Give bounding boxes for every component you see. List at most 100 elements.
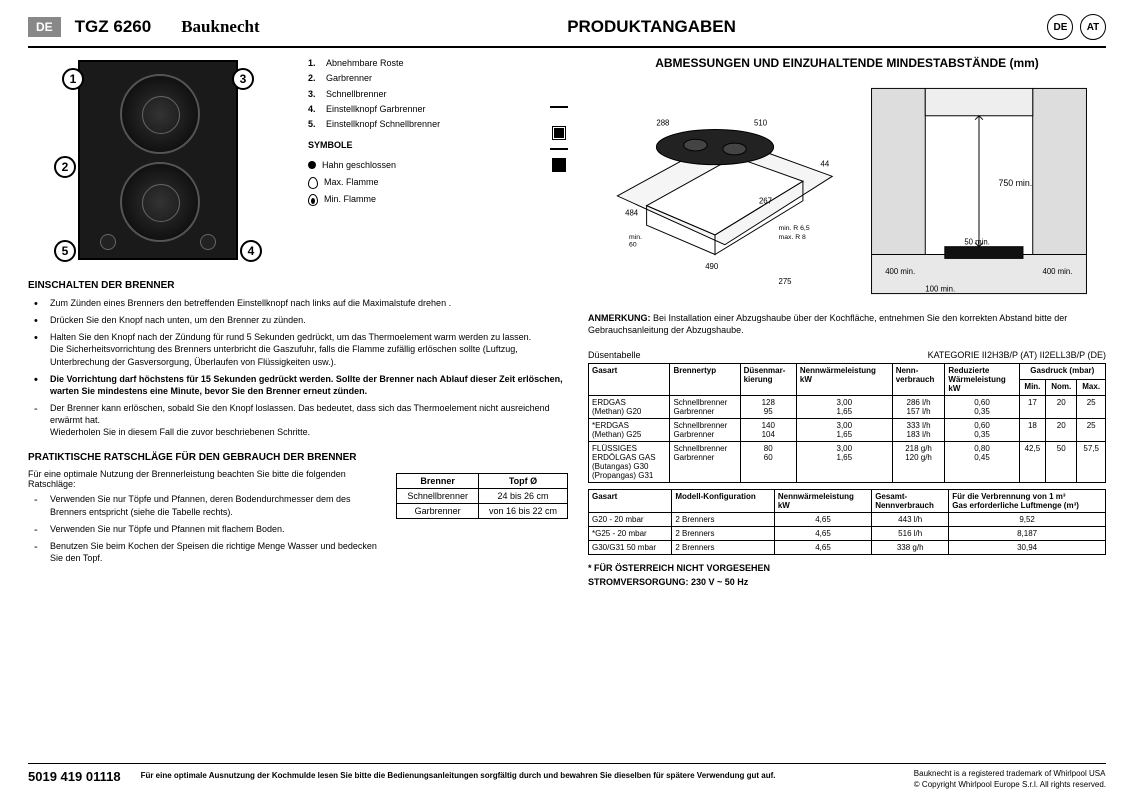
- country-box: DE: [28, 17, 61, 37]
- svg-text:max. R 8: max. R 8: [779, 234, 807, 241]
- dimensions-heading: ABMESSUNGEN UND EINZUHALTENDE MINDESTABS…: [588, 56, 1106, 70]
- svg-text:267: 267: [759, 197, 772, 206]
- note-text: Bei Installation einer Abzugshaube über …: [588, 313, 1067, 335]
- svg-text:100 min.: 100 min.: [925, 285, 955, 294]
- advice-item: Verwenden Sie nur Töpfe und Pfannen, der…: [28, 493, 382, 517]
- th: Düsenmar- kierung: [740, 364, 796, 396]
- svg-text:275: 275: [779, 277, 793, 286]
- footer-center: Für eine optimale Ausnutzung der Kochmul…: [141, 769, 894, 780]
- svg-text:400 min.: 400 min.: [885, 267, 915, 276]
- table-row: ERDGAS (Methan) G20 Schnellbrenner Garbr…: [589, 396, 1106, 419]
- table-head: Brenner: [397, 474, 479, 489]
- symbol-label: Max. Flamme: [324, 175, 379, 190]
- legend-text: Einstellknopf Garbrenner: [326, 104, 426, 114]
- advice-heading: PRATIKTISCHE RATSCHLÄGE FÜR DEN GEBRAUCH…: [28, 452, 568, 463]
- closed-icon: [308, 161, 316, 169]
- svg-text:750 min.: 750 min.: [999, 178, 1033, 188]
- th: Min.: [1019, 380, 1046, 396]
- config-table: Gasart Modell-Konfiguration Nennwärmelei…: [588, 489, 1106, 555]
- dimension-diagrams: 288 510 44 484 267 min. R 6,5 max. R 8 m…: [588, 76, 1106, 306]
- hood-note: ANMERKUNG: Bei Installation einer Abzugs…: [588, 312, 1106, 336]
- model-number: TGZ 6260: [75, 17, 152, 37]
- svg-text:510: 510: [754, 119, 768, 128]
- brand-logo: Bauknecht: [181, 17, 259, 37]
- th: Nenn- verbrauch: [892, 364, 945, 396]
- table-head: Topf Ø: [478, 474, 567, 489]
- left-column: 1 3 2 5 4 1.Abnehmbare Roste 2.Garbrenne…: [28, 56, 568, 587]
- clearance-diagram: 750 min. 50 min. 400 min. 400 min. 100 m…: [852, 76, 1106, 306]
- legend-num: 1.: [308, 56, 326, 71]
- svg-text:44: 44: [821, 160, 830, 169]
- callout-1: 1: [62, 68, 84, 90]
- parts-legend: 1.Abnehmbare Roste 2.Garbrenner 3.Schnel…: [308, 56, 568, 266]
- nozzle-label: Düsentabelle: [588, 350, 641, 360]
- advice-intro: Für eine optimale Nutzung der Brennerlei…: [28, 469, 382, 489]
- th: Gasart: [589, 490, 672, 513]
- knob-icon: [200, 234, 216, 250]
- country-circles: DE AT: [1043, 14, 1106, 40]
- burner-icon: [120, 74, 200, 154]
- legend-num: 4.: [308, 102, 326, 117]
- svg-text:484: 484: [625, 208, 639, 217]
- legend-text: Schnellbrenner: [326, 89, 387, 99]
- table-cell: 24 bis 26 cm: [478, 489, 567, 504]
- legend-num: 5.: [308, 117, 326, 132]
- legend-num: 3.: [308, 87, 326, 102]
- symbol-label: Min. Flamme: [324, 192, 376, 207]
- table-cell: Garbrenner: [397, 504, 479, 519]
- max-flame-icon: [308, 177, 318, 189]
- th: Reduzierte Wärmeleistung kW: [945, 364, 1019, 396]
- advice-item: Benutzen Sie beim Kochen der Speisen die…: [28, 540, 382, 564]
- ignite-list: Zum Zünden eines Brenners den betreffend…: [28, 297, 568, 397]
- page-title: PRODUKTANGABEN: [260, 17, 1044, 37]
- footer: 5019 419 01118 Für eine optimale Ausnutz…: [28, 763, 1106, 790]
- country-de: DE: [1047, 14, 1073, 40]
- cutout-diagram: 288 510 44 484 267 min. R 6,5 max. R 8 m…: [588, 76, 842, 306]
- legend-num: 2.: [308, 71, 326, 86]
- trademark-text: Bauknecht is a registered trademark of W…: [914, 769, 1106, 779]
- table-row: *G25 - 20 mbar2 Brenners4,65516 l/h8,187: [589, 527, 1106, 541]
- ignite-heading: EINSCHALTEN DER BRENNER: [28, 280, 568, 291]
- ignite-dash-item: Der Brenner kann erlöschen, sobald Sie d…: [28, 402, 568, 438]
- callout-4: 4: [240, 240, 262, 262]
- at-note: * FÜR ÖSTERREICH NICHT VORGESEHEN: [588, 563, 1106, 573]
- table-row: FLÜSSIGES ERDÖLGAS GAS (Butangas) G30 (P…: [589, 442, 1106, 483]
- legend-text: Abnehmbare Roste: [326, 58, 404, 68]
- symbols-heading: SYMBOLE: [308, 138, 568, 153]
- ignite-item: Halten Sie den Knopf nach der Zündung fü…: [28, 331, 568, 367]
- ignite-dash-list: Der Brenner kann erlöschen, sobald Sie d…: [28, 402, 568, 438]
- th: Brennertyp: [670, 364, 740, 396]
- knob-icon: [100, 234, 116, 250]
- ignite-item: Drücken Sie den Knopf nach unten, um den…: [28, 314, 568, 326]
- footer-code: 5019 419 01118: [28, 769, 121, 784]
- svg-text:60: 60: [629, 242, 637, 249]
- callout-3: 3: [232, 68, 254, 90]
- th: Gasart: [589, 364, 670, 396]
- th: Nennwärmeleistung kW: [796, 364, 892, 396]
- control-icons: [550, 106, 568, 172]
- symbol-label: Hahn geschlossen: [322, 158, 396, 173]
- pot-size-table: BrennerTopf Ø Schnellbrenner24 bis 26 cm…: [396, 473, 568, 519]
- th: Gesamt- Nennverbrauch: [872, 490, 949, 513]
- th: Nennwärmeleistung kW: [774, 490, 871, 513]
- nozzle-table-header: Düsentabelle KATEGORIE II2H3B/P (AT) II2…: [588, 350, 1106, 360]
- power-note: STROMVERSORGUNG: 230 V ~ 50 Hz: [588, 577, 1106, 587]
- th: Max.: [1077, 380, 1106, 396]
- svg-text:490: 490: [705, 262, 719, 271]
- ignite-item: Zum Zünden eines Brenners den betreffend…: [28, 297, 568, 309]
- nozzle-table: Gasart Brennertyp Düsenmar- kierung Nenn…: [588, 363, 1106, 483]
- table-row: G30/G31 50 mbar2 Brenners4,65338 g/h30,9…: [589, 541, 1106, 555]
- svg-text:400 min.: 400 min.: [1043, 267, 1073, 276]
- table-cell: Schnellbrenner: [397, 489, 479, 504]
- ignite-item: Die Vorrichtung darf höchstens für 15 Se…: [28, 373, 568, 397]
- copyright-text: © Copyright Whirlpool Europe S.r.l. All …: [914, 780, 1106, 790]
- svg-text:min. R 6,5: min. R 6,5: [779, 225, 810, 232]
- burner-icon: [120, 162, 200, 242]
- country-at: AT: [1080, 14, 1106, 40]
- advice-list: Verwenden Sie nur Töpfe und Pfannen, der…: [28, 493, 382, 564]
- footer-right: Bauknecht is a registered trademark of W…: [914, 769, 1106, 790]
- header: DE TGZ 6260 Bauknecht PRODUKTANGABEN DE …: [28, 14, 1106, 48]
- min-flame-icon: [308, 194, 318, 206]
- hob-diagram: 1 3 2 5 4: [28, 56, 288, 266]
- legend-text: Einstellknopf Schnellbrenner: [326, 119, 440, 129]
